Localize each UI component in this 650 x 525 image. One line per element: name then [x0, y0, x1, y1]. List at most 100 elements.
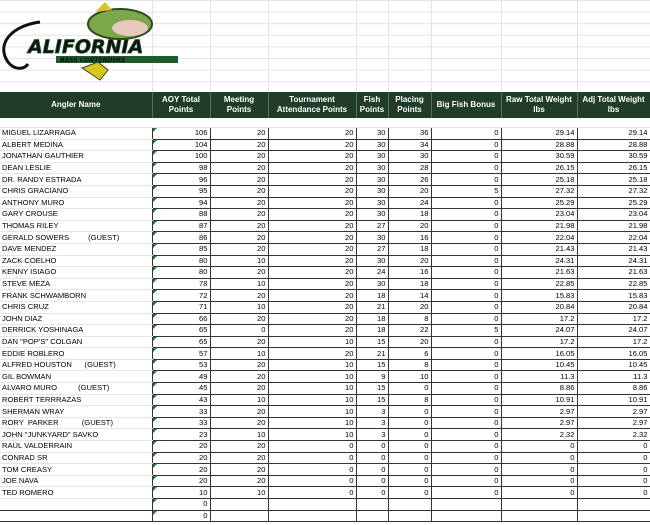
big-fish-bonus-cell[interactable]: 0	[431, 440, 502, 453]
aoy-total-points-cell[interactable]: 0	[151, 510, 211, 523]
angler-name-cell[interactable]: CONRAD SR	[0, 452, 152, 465]
adj-total-weight-cell[interactable]: 22.04	[577, 231, 650, 244]
aoy-total-points-cell[interactable]: 94	[151, 197, 211, 210]
aoy-total-points-cell[interactable]: 53	[151, 359, 211, 372]
meeting-points-cell[interactable]: 10	[210, 301, 269, 314]
aoy-total-points-cell[interactable]: 23	[151, 428, 211, 442]
header-adj-total-weight[interactable]: Adj Total Weight lbs	[577, 92, 650, 118]
aoy-total-points-cell[interactable]: 65	[151, 336, 211, 349]
aoy-total-points-cell[interactable]: 80	[151, 255, 211, 268]
placing-points-cell[interactable]: 20	[388, 220, 432, 233]
fish-points-cell[interactable]: 0	[356, 463, 389, 476]
adj-total-weight-cell[interactable]: 10.45	[577, 359, 650, 372]
aoy-total-points-cell[interactable]: 100	[151, 150, 211, 163]
fish-points-cell[interactable]: 3	[356, 405, 389, 418]
aoy-total-points-cell[interactable]: 71	[151, 301, 211, 314]
raw-total-weight-cell[interactable]: 0	[501, 440, 578, 453]
adj-total-weight-cell[interactable]: 2.97	[577, 417, 650, 430]
angler-name-cell[interactable]: FRANK SCHWAMBORN	[0, 289, 152, 302]
tournament-attendance-points-cell[interactable]: 20	[268, 127, 357, 140]
big-fish-bonus-cell[interactable]: 0	[431, 452, 502, 465]
meeting-points-cell[interactable]: 20	[210, 289, 269, 302]
angler-name-cell[interactable]: JOE NAVA	[0, 475, 152, 488]
adj-total-weight-cell[interactable]: 0	[577, 452, 650, 465]
adj-total-weight-cell[interactable]: 28.88	[577, 139, 650, 152]
tournament-attendance-points-cell[interactable]: 0	[268, 475, 357, 488]
placing-points-cell[interactable]: 24	[388, 197, 432, 210]
raw-total-weight-cell[interactable]: 15.83	[501, 289, 578, 302]
raw-total-weight-cell[interactable]: 2.97	[501, 417, 578, 430]
raw-total-weight-cell[interactable]	[501, 498, 578, 511]
big-fish-bonus-cell[interactable]	[431, 498, 502, 511]
header-tournament-attendance-points[interactable]: Tournament Attendance Points	[268, 92, 357, 118]
adj-total-weight-cell[interactable]: 22.85	[577, 278, 650, 291]
fish-points-cell[interactable]: 30	[356, 231, 389, 244]
fish-points-cell[interactable]: 15	[356, 336, 389, 349]
placing-points-cell[interactable]: 34	[388, 139, 432, 152]
fish-points-cell[interactable]: 30	[356, 208, 389, 221]
raw-total-weight-cell[interactable]: 2.32	[501, 428, 578, 442]
tournament-attendance-points-cell[interactable]: 0	[268, 452, 357, 465]
fish-points-cell[interactable]: 0	[356, 452, 389, 465]
fish-points-cell[interactable]: 15	[356, 359, 389, 372]
angler-name-cell[interactable]	[0, 510, 152, 523]
raw-total-weight-cell[interactable]: 21.98	[501, 220, 578, 233]
empty-cell[interactable]	[210, 118, 268, 128]
placing-points-cell[interactable]: 18	[388, 278, 432, 291]
raw-total-weight-cell[interactable]: 22.85	[501, 278, 578, 291]
meeting-points-cell[interactable]: 20	[210, 243, 269, 256]
angler-name-cell[interactable]: MIGUEL LIZARRAGA	[0, 127, 152, 140]
raw-total-weight-cell[interactable]: 21.43	[501, 243, 578, 256]
big-fish-bonus-cell[interactable]: 0	[431, 278, 502, 291]
angler-name-cell[interactable]: RAUL VALDERRAIN	[0, 440, 152, 453]
aoy-total-points-cell[interactable]: 20	[151, 452, 211, 465]
tournament-attendance-points-cell[interactable]: 10	[268, 370, 357, 384]
adj-total-weight-cell[interactable]: 10.91	[577, 394, 650, 407]
meeting-points-cell[interactable]: 20	[210, 231, 269, 244]
fish-points-cell[interactable]	[356, 498, 389, 511]
tournament-attendance-points-cell[interactable]: 20	[268, 324, 357, 337]
header-fish-points[interactable]: Fish Points	[356, 92, 389, 118]
meeting-points-cell[interactable]: 20	[210, 208, 269, 221]
fish-points-cell[interactable]: 30	[356, 173, 389, 186]
aoy-total-points-cell[interactable]: 80	[151, 266, 211, 279]
raw-total-weight-cell[interactable]: 25.18	[501, 173, 578, 186]
big-fish-bonus-cell[interactable]: 0	[431, 313, 502, 326]
meeting-points-cell[interactable]: 20	[210, 139, 269, 152]
raw-total-weight-cell[interactable]: 11.3	[501, 370, 578, 384]
angler-name-cell[interactable]: GIL BOWMAN	[0, 370, 152, 384]
aoy-total-points-cell[interactable]: 87	[151, 220, 211, 233]
placing-points-cell[interactable]: 0	[388, 440, 432, 453]
tournament-attendance-points-cell[interactable]: 20	[268, 266, 357, 279]
angler-name-cell[interactable]: DAN "POP'S" COLGAN	[0, 336, 152, 349]
fish-points-cell[interactable]: 27	[356, 220, 389, 233]
tournament-attendance-points-cell[interactable]: 10	[268, 417, 357, 430]
big-fish-bonus-cell[interactable]: 0	[431, 475, 502, 488]
angler-name-cell[interactable]: ALVARO MURO (GUEST)	[0, 382, 152, 395]
tournament-attendance-points-cell[interactable]: 20	[268, 208, 357, 221]
angler-name-cell[interactable]: SHERMAN WRAY	[0, 405, 152, 418]
adj-total-weight-cell[interactable]: 0	[577, 475, 650, 488]
meeting-points-cell[interactable]: 20	[210, 127, 269, 140]
adj-total-weight-cell[interactable]: 2.97	[577, 405, 650, 418]
meeting-points-cell[interactable]: 20	[210, 220, 269, 233]
adj-total-weight-cell[interactable]: 17.2	[577, 313, 650, 326]
placing-points-cell[interactable]: 10	[388, 370, 432, 384]
meeting-points-cell[interactable]: 20	[210, 313, 269, 326]
tournament-attendance-points-cell[interactable]: 20	[268, 139, 357, 152]
tournament-attendance-points-cell[interactable]: 20	[268, 301, 357, 314]
fish-points-cell[interactable]: 21	[356, 347, 389, 360]
meeting-points-cell[interactable]: 20	[210, 463, 269, 476]
fish-points-cell[interactable]: 30	[356, 255, 389, 268]
empty-cell[interactable]	[501, 118, 577, 128]
adj-total-weight-cell[interactable]	[577, 510, 650, 523]
fish-points-cell[interactable]: 24	[356, 266, 389, 279]
adj-total-weight-cell[interactable]: 11.3	[577, 370, 650, 384]
empty-cell[interactable]	[268, 118, 356, 128]
fish-points-cell[interactable]: 0	[356, 440, 389, 453]
tournament-attendance-points-cell[interactable]: 20	[268, 231, 357, 244]
adj-total-weight-cell[interactable]: 21.98	[577, 220, 650, 233]
angler-name-cell[interactable]: JOHN DIAZ	[0, 313, 152, 326]
big-fish-bonus-cell[interactable]: 0	[431, 243, 502, 256]
placing-points-cell[interactable]: 0	[388, 463, 432, 476]
